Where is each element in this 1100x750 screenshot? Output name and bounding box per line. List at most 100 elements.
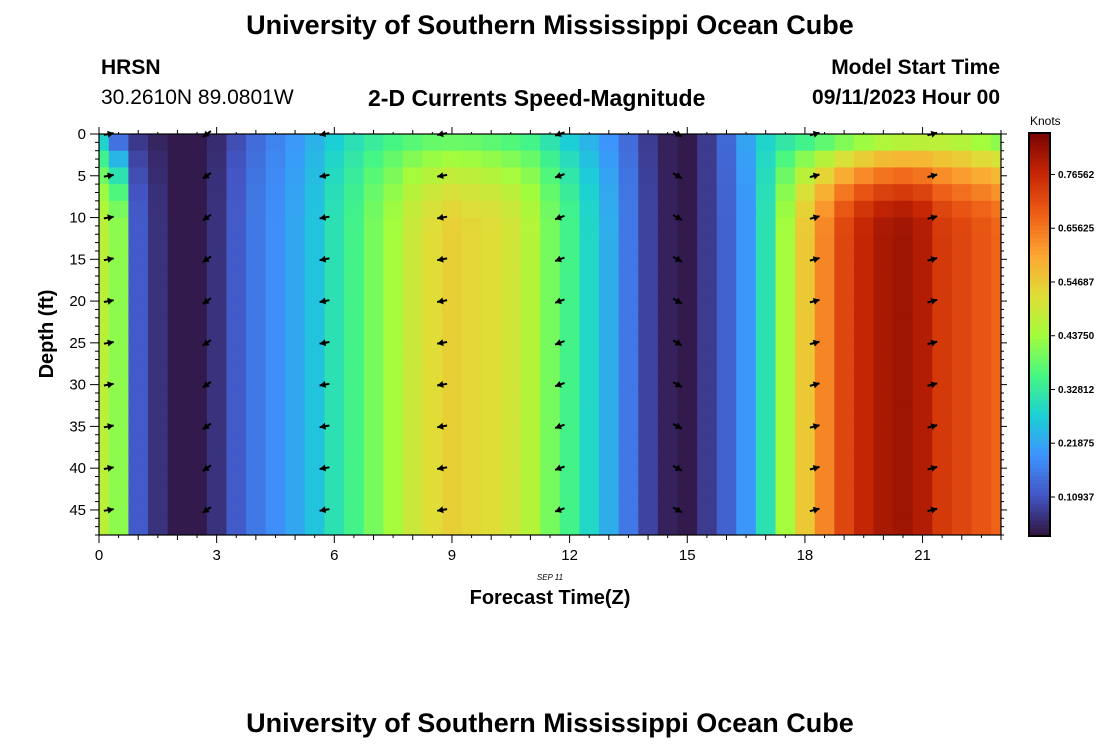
heatmap-cell: [481, 267, 502, 285]
colorbar-segment: [1029, 394, 1050, 400]
heatmap-cell: [324, 451, 345, 469]
heatmap-cell: [128, 484, 149, 503]
heatmap-cell: [187, 451, 208, 469]
current-vector: [927, 298, 938, 305]
heatmap-cell: [363, 284, 384, 302]
heatmap-cell: [795, 150, 816, 169]
heatmap-cell: [187, 301, 208, 319]
vector-head: [930, 256, 938, 263]
heatmap-cell: [128, 301, 149, 319]
heatmap-cell: [775, 451, 796, 469]
heatmap-cell: [638, 301, 659, 319]
heatmap-cell: [893, 217, 914, 235]
current-vector: [202, 213, 212, 222]
heatmap-cell: [481, 167, 502, 185]
heatmap-cell: [344, 401, 365, 419]
heatmap-cell: [442, 351, 463, 369]
heatmap-cell: [442, 451, 463, 469]
heatmap-cell: [736, 334, 757, 352]
heatmap-cell: [422, 418, 443, 436]
heatmap-cell: [853, 134, 875, 152]
heatmap-cell: [167, 518, 188, 535]
heatmap-cell: [128, 384, 149, 402]
heatmap-cell: [638, 518, 659, 535]
heatmap-cell: [226, 501, 247, 519]
heatmap-cell: [265, 284, 286, 302]
heatmap-cell: [814, 217, 835, 235]
colorbar-segment: [1029, 189, 1050, 195]
heatmap-cell: [304, 217, 326, 235]
heatmap-cell: [324, 434, 345, 453]
heatmap-cell: [422, 451, 443, 469]
heatmap-cell: [128, 451, 149, 469]
heatmap-cell: [363, 451, 384, 469]
heatmap-cell: [324, 518, 345, 535]
heatmap-cell: [775, 167, 796, 185]
heatmap-cell: [108, 401, 130, 419]
heatmap-cell: [148, 317, 169, 336]
colorbar-tick-label: 0.65625: [1058, 224, 1095, 235]
heatmap-cell: [716, 184, 737, 202]
heatmap-cell: [520, 217, 541, 235]
heatmap-cell: [383, 267, 404, 285]
heatmap-cell: [324, 167, 345, 185]
heatmap-cell: [148, 301, 169, 319]
heatmap-cell: [128, 217, 149, 235]
heatmap-cell: [893, 401, 914, 419]
heatmap-cell: [167, 284, 188, 302]
heatmap-cell: [324, 301, 345, 319]
heatmap-cell: [500, 468, 522, 486]
heatmap-cell: [677, 301, 698, 319]
heatmap-cell: [206, 267, 228, 285]
heatmap-cell: [755, 234, 777, 252]
colorbar-segment: [1029, 221, 1050, 227]
heatmap-cell: [736, 234, 757, 252]
heatmap-cell: [344, 301, 365, 319]
heatmap-cell: [128, 501, 149, 519]
heatmap-cell: [834, 284, 855, 302]
heatmap-cell: [559, 184, 581, 202]
colorbar-segment: [1029, 475, 1050, 481]
heatmap-cell: [873, 134, 894, 152]
heatmap-cell: [324, 267, 345, 285]
heatmap-cell: [755, 484, 777, 503]
colorbar-segment: [1029, 342, 1050, 348]
heatmap-cell: [991, 184, 1001, 202]
heatmap-cell: [912, 184, 933, 202]
heatmap-cell: [932, 150, 953, 169]
heatmap-cell: [795, 518, 816, 535]
heatmap-cell: [579, 167, 600, 185]
heatmap-cell: [442, 250, 463, 269]
heatmap-cell: [873, 401, 894, 419]
heatmap-cell: [206, 501, 228, 519]
heatmap-cell: [912, 401, 933, 419]
model-start-value: 09/11/2023 Hour 00: [812, 86, 1000, 109]
heatmap-cell: [873, 518, 894, 535]
heatmap-cell: [148, 451, 169, 469]
x-tick-label: 9: [448, 547, 456, 564]
heatmap-cell: [324, 367, 345, 386]
vector-head: [107, 381, 114, 389]
heatmap-cell: [775, 468, 796, 486]
heatmap-cell: [246, 267, 267, 285]
y-tick-label: 30: [69, 377, 86, 394]
heatmap-cell: [579, 284, 600, 302]
heatmap-cell: [618, 267, 639, 285]
vector-head: [319, 255, 327, 263]
heatmap-cell: [991, 234, 1001, 252]
heatmap-cell: [128, 150, 149, 169]
heatmap-cell: [657, 317, 679, 336]
heatmap-cell: [775, 367, 796, 386]
heatmap-cell: [638, 317, 659, 336]
heatmap-cell: [285, 150, 306, 169]
heatmap-cell: [108, 334, 130, 352]
heatmap-cell: [383, 317, 404, 336]
heatmap-cell: [324, 200, 345, 219]
colorbar-tick-label: 0.21875: [1058, 439, 1095, 450]
heatmap-cell: [461, 150, 482, 169]
heatmap-cell: [873, 184, 894, 202]
page-title: University of Southern Mississippi Ocean…: [246, 10, 854, 40]
heatmap-cell: [912, 351, 933, 369]
heatmap-cell: [559, 217, 581, 235]
heatmap-cell: [383, 484, 404, 503]
